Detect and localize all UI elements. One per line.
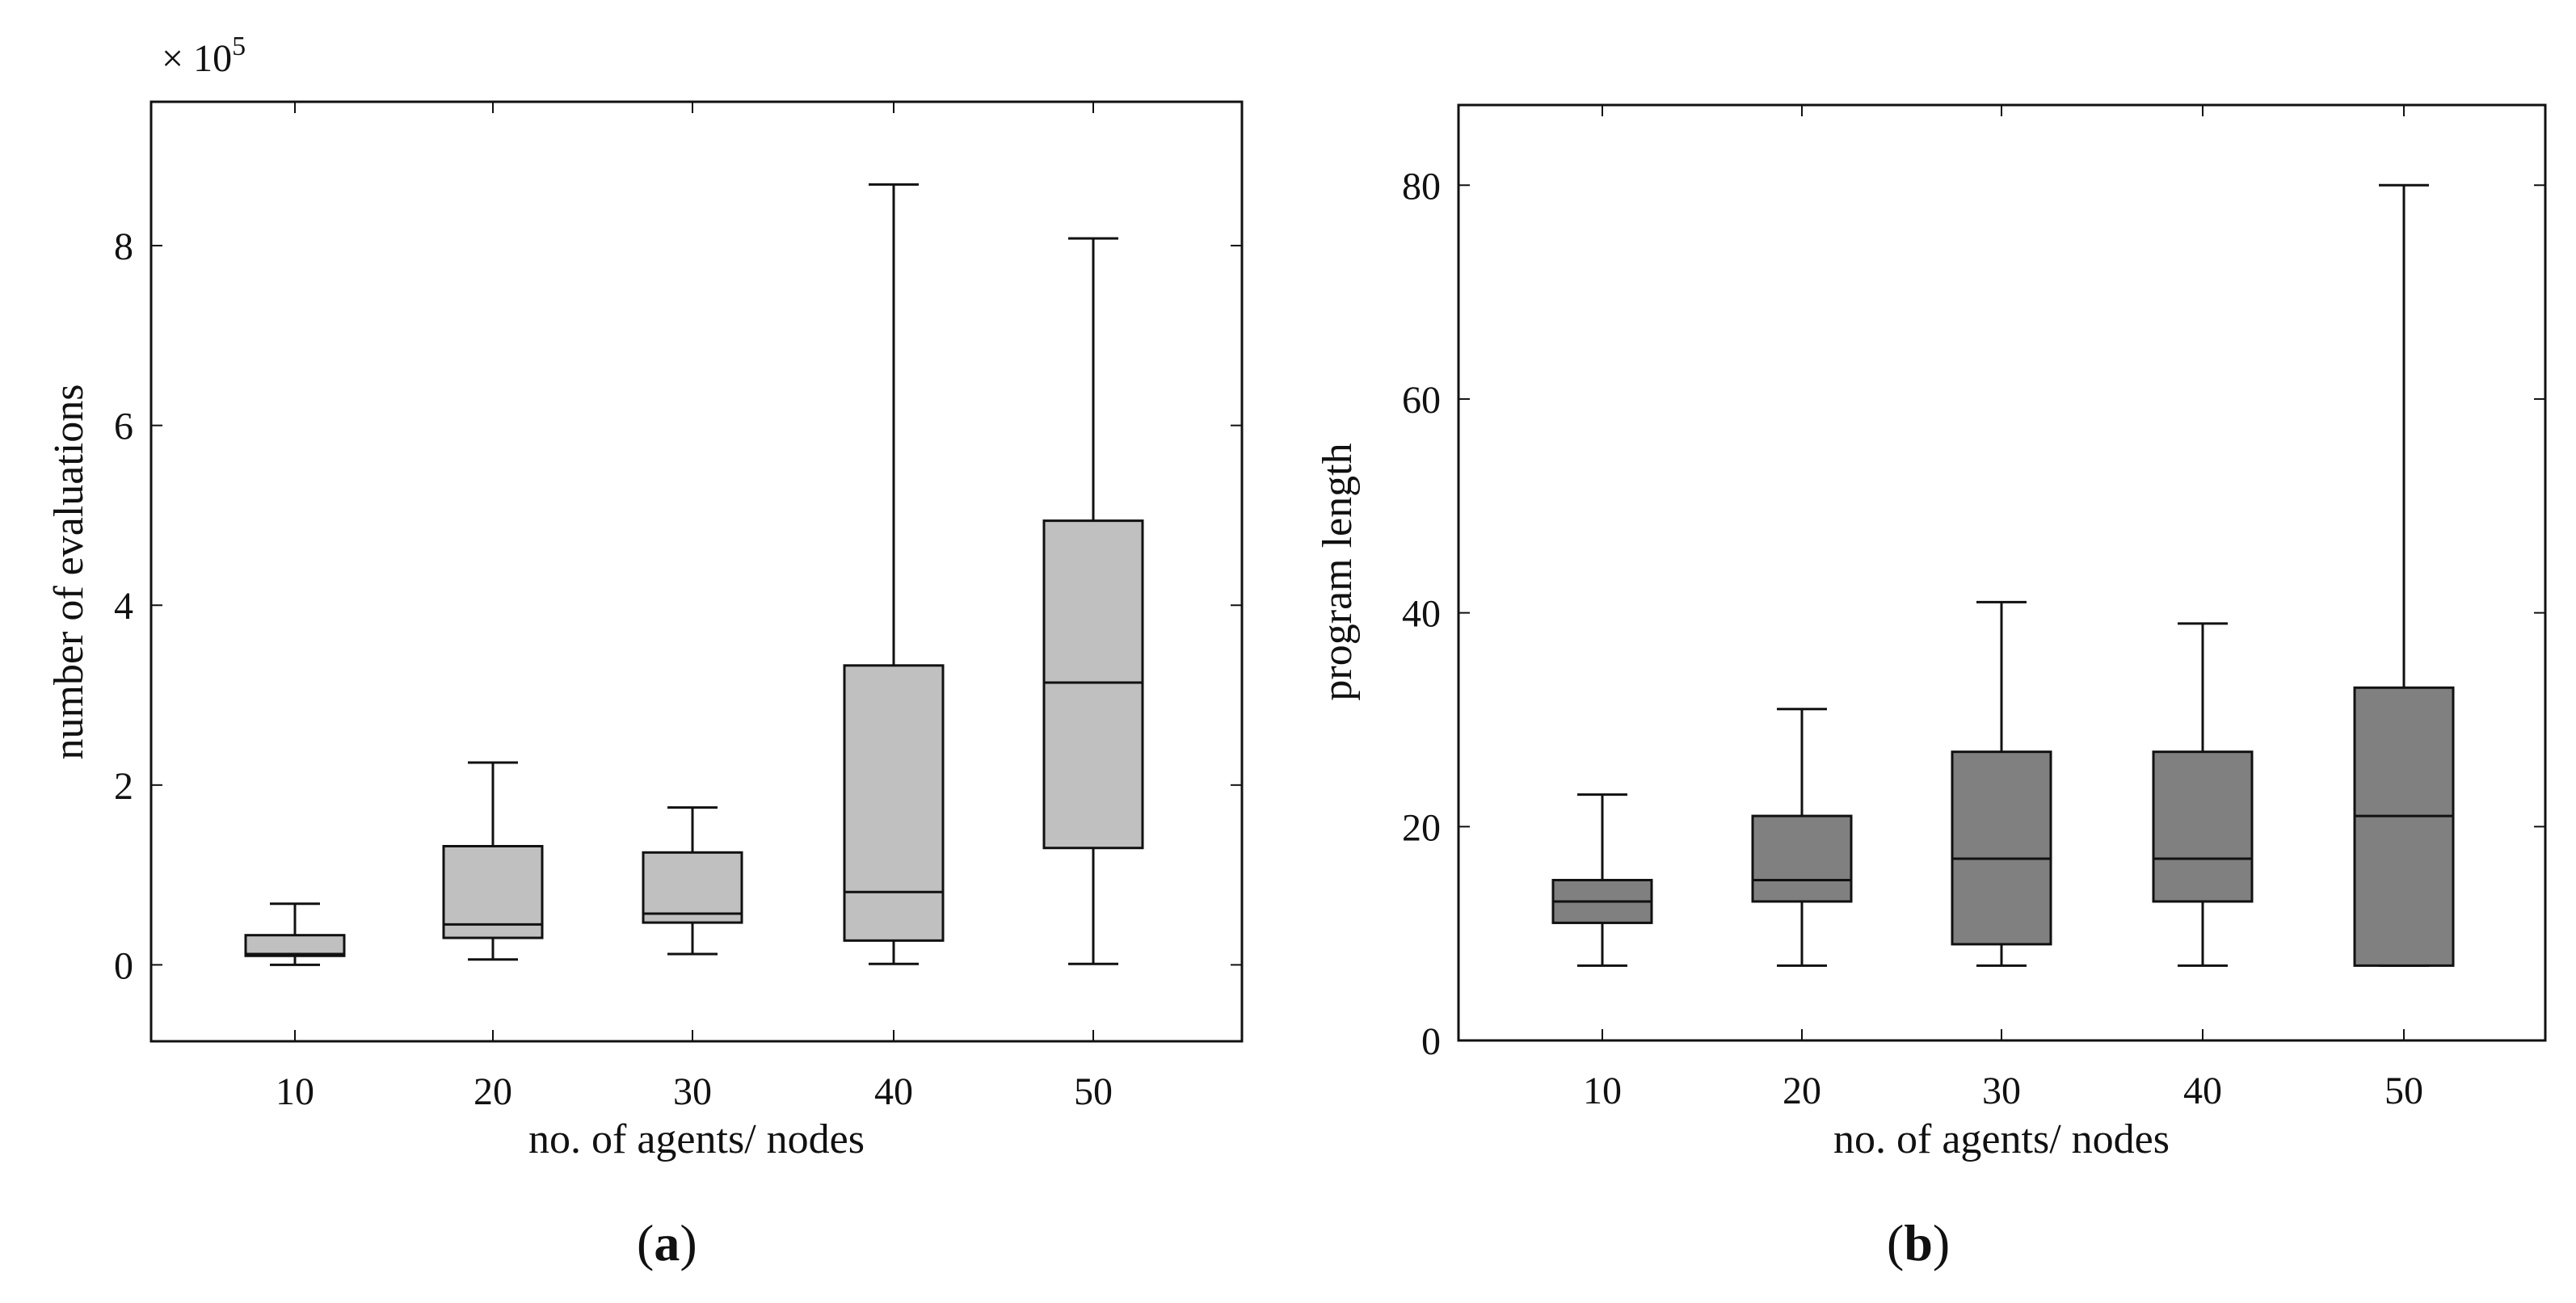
y-tick-label-b-0: 0 (1421, 1020, 1441, 1063)
box-b-20 (1751, 708, 1853, 967)
y-axis-label-b: program length (1315, 443, 1361, 700)
y-tick-label-b-3: 60 (1402, 379, 1441, 422)
panel-b: 0 20 40 60 80 10 20 30 40 50 program length no. o… (1315, 103, 2547, 1271)
x-tick-label-b-4: 50 (2384, 1070, 2423, 1112)
panel-label-a: (a) (637, 1214, 697, 1271)
iqr-box-b-1 (1751, 814, 1853, 903)
x-tick-label-b-1: 20 (1783, 1070, 1821, 1112)
y-tick-label-b-2: 40 (1402, 593, 1441, 636)
box-b-50 (2353, 183, 2455, 967)
y-tick-label-a-2: 4 (114, 585, 133, 628)
iqr-box-a-4 (1042, 519, 1144, 850)
iqr-box-b-2 (1951, 750, 2052, 946)
panel-letter-b: b (1904, 1214, 1933, 1271)
x-tick-label-a-2: 30 (673, 1070, 712, 1113)
iqr-box-a-3 (843, 664, 945, 942)
iqr-box-a-0 (244, 934, 346, 957)
iqr-box-b-3 (2152, 750, 2254, 903)
iqr-box-a-2 (642, 851, 743, 924)
x-tick-label-a-1: 20 (474, 1070, 512, 1113)
iqr-box-b-4 (2353, 686, 2455, 967)
box-a-40 (843, 183, 945, 965)
box-a-50 (1042, 237, 1144, 965)
y-tick-label-a-3: 6 (114, 406, 133, 448)
panel-letter-a: a (654, 1214, 680, 1271)
y-tick-label-a-0: 0 (114, 944, 133, 987)
x-axis-label-a: no. of agents/ nodes (528, 1116, 865, 1162)
panel-a: 0 2 4 6 8 10 20 30 40 50 × 105 number of evaluati… (46, 32, 1244, 1271)
x-tick-label-a-4: 50 (1074, 1070, 1113, 1113)
iqr-box-a-1 (442, 844, 544, 939)
y-tick-label-a-4: 8 (114, 225, 133, 268)
y-tick-label-a-1: 2 (114, 765, 133, 808)
plot-frame-a (149, 100, 1244, 1043)
x-tick-label-b-0: 10 (1583, 1070, 1622, 1112)
panel-label-b: (b) (1887, 1214, 1950, 1271)
box-a-30 (642, 806, 743, 956)
y-axis-label-a: number of evaluations (46, 385, 92, 760)
y-tick-label-b-4: 80 (1402, 165, 1441, 208)
x-axis-label-b: no. of agents/ nodes (1833, 1116, 2170, 1162)
x-tick-label-b-2: 30 (1982, 1070, 2021, 1112)
x-tick-label-a-0: 10 (276, 1070, 314, 1113)
x-tick-label-b-3: 40 (2183, 1070, 2222, 1112)
y-multiplier-exponent-a: 5 (232, 32, 246, 61)
box-b-30 (1951, 600, 2052, 967)
box-a-20 (442, 761, 544, 961)
x-tick-label-a-3: 40 (874, 1070, 913, 1113)
y-tick-label-b-1: 20 (1402, 806, 1441, 849)
box-b-10 (1551, 793, 1653, 967)
box-a-10 (244, 902, 346, 966)
y-multiplier-a: × 105 (162, 32, 246, 80)
box-b-40 (2152, 622, 2254, 967)
